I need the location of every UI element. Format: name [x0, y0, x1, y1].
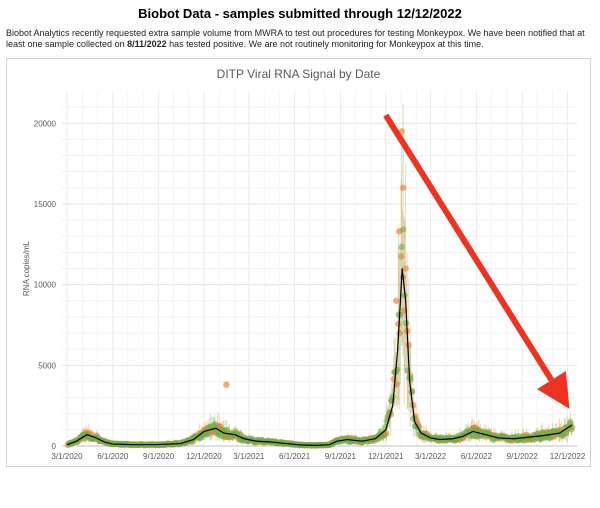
red-arrow-shaft — [383, 113, 555, 382]
notice-text-2: has tested positive. We are not routinel… — [166, 39, 484, 49]
north-point — [399, 184, 407, 192]
trend-line — [66, 268, 573, 446]
south-point — [404, 367, 411, 374]
north-point — [397, 253, 405, 260]
y-tick-label: 5000 — [38, 361, 56, 370]
x-tick-label: 6/1/2022 — [461, 452, 493, 461]
viral-rna-chart: DITP Viral RNA Signal by Date 0 5000 10000 1… — [22, 67, 586, 461]
y-tick-label: 0 — [52, 442, 57, 451]
y-tick-label: 10000 — [34, 281, 57, 290]
x-tick-label: 12/1/2021 — [368, 452, 404, 461]
south-point — [398, 243, 405, 251]
notice-date: 8/11/2022 — [127, 39, 167, 49]
south-point — [211, 421, 219, 428]
x-tick-label: 9/1/2021 — [325, 452, 357, 461]
north-point — [395, 228, 403, 235]
south-point — [410, 415, 417, 423]
north-point — [393, 297, 400, 304]
south-point — [408, 388, 416, 395]
notice-text-1: Biobot Analytics recently requested extr… — [6, 28, 585, 49]
x-tick-label: 12/1/2020 — [186, 452, 222, 461]
north-point — [402, 265, 409, 272]
south-point — [389, 393, 396, 401]
x-tick-label: 6/1/2021 — [279, 452, 311, 461]
red-arrow-head — [537, 371, 570, 409]
chart-title: DITP Viral RNA Signal by Date — [217, 67, 381, 81]
south-point — [204, 431, 211, 438]
x-tick-label: 3/1/2021 — [233, 452, 265, 461]
south-point — [402, 319, 410, 327]
x-tick-label: 6/1/2020 — [97, 452, 129, 461]
chart-frame: DITP Viral RNA Signal by Date 0 5000 10000 1… — [6, 58, 591, 467]
x-tick-label: 3/1/2022 — [415, 452, 447, 461]
page-title: Biobot Data - samples submitted through … — [138, 6, 462, 21]
south-point — [380, 432, 387, 439]
monkeypox-notice: Biobot Analytics recently requested extr… — [6, 28, 596, 50]
y-tick-label: 20000 — [34, 119, 57, 128]
north-point — [223, 381, 230, 388]
y-axis-label: RNA copies/mL — [22, 240, 31, 296]
x-tick-label: 3/1/2020 — [51, 452, 83, 461]
south-point — [393, 366, 401, 373]
y-tick-label: 15000 — [34, 200, 57, 209]
north-point — [405, 341, 412, 349]
x-tick-label: 12/1/2022 — [550, 452, 586, 461]
north-point — [394, 320, 402, 328]
x-tick-label: 9/1/2020 — [143, 452, 175, 461]
south-point — [407, 376, 414, 383]
x-tick-label: 9/1/2022 — [507, 452, 539, 461]
